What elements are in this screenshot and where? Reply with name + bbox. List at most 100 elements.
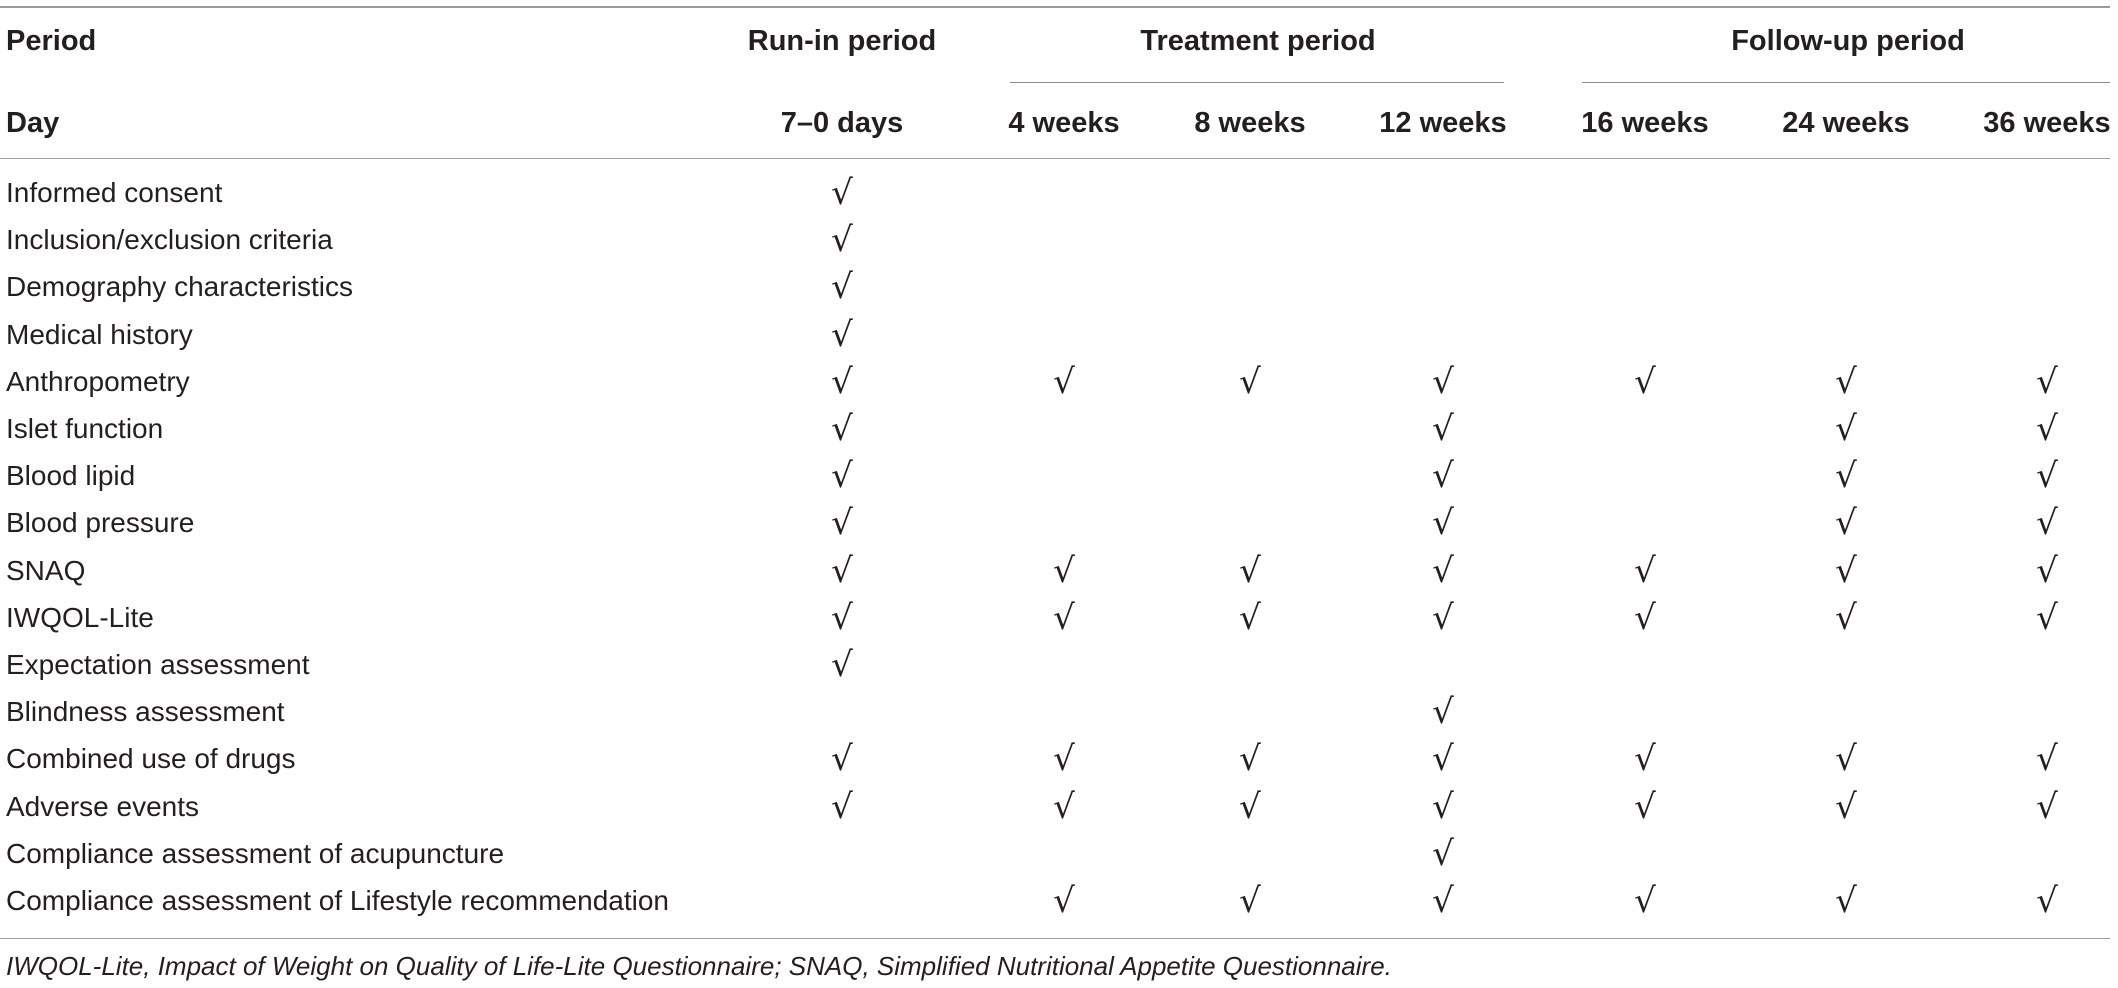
check-mark-icon: √ — [1432, 550, 1454, 591]
check-mark-icon: √ — [1835, 550, 1857, 591]
check-mark-icon: √ — [1835, 361, 1857, 402]
check-mark-icon: √ — [1239, 361, 1261, 402]
row-label: Blood pressure — [6, 507, 195, 539]
check-mark-icon: √ — [1432, 456, 1454, 497]
row-label: Inclusion/exclusion criteria — [6, 224, 333, 256]
check-mark-icon: √ — [2036, 361, 2058, 402]
check-mark-icon: √ — [831, 361, 853, 402]
check-mark-icon: √ — [1053, 597, 1075, 638]
table-row: Combined use of drugs √ √ √ √ √ √ √ — [0, 736, 2110, 783]
check-mark-icon: √ — [831, 409, 853, 449]
row-label: Medical history — [6, 318, 193, 350]
group-header-follow-up: Follow-up period — [1731, 25, 1965, 57]
check-mark-icon: √ — [2036, 597, 2058, 638]
table-row: Compliance assessment of acupuncture √ — [0, 831, 2110, 878]
check-mark-icon: √ — [1634, 550, 1656, 591]
column-header: 12 weeks — [1379, 107, 1507, 139]
check-mark-icon: √ — [1835, 409, 1857, 449]
check-mark-icon: √ — [1239, 550, 1261, 591]
row-label: SNAQ — [6, 554, 86, 586]
table-row: Inclusion/exclusion criteria √ — [0, 217, 2110, 264]
check-mark-icon: √ — [831, 456, 853, 497]
row-label: Anthropometry — [6, 365, 190, 397]
table-row: Demography characteristics √ — [0, 264, 2110, 311]
check-mark-icon: √ — [831, 739, 853, 780]
check-mark-icon: √ — [1835, 786, 1857, 827]
column-header: 16 weeks — [1581, 107, 1709, 139]
check-mark-icon: √ — [1432, 833, 1454, 874]
column-header: 4 weeks — [1008, 107, 1120, 139]
group-header-run-in: Run-in period — [747, 25, 937, 57]
table-row: Blindness assessment √ — [0, 689, 2110, 736]
follow-up-group-rule — [1582, 82, 2110, 83]
table-row: Adverse events √ √ √ √ √ √ √ — [0, 784, 2110, 831]
table-row: Compliance assessment of Lifestyle recom… — [0, 878, 2110, 925]
check-mark-icon: √ — [831, 173, 853, 213]
check-mark-icon: √ — [1634, 786, 1656, 827]
check-mark-icon: √ — [2036, 456, 2058, 497]
check-mark-icon: √ — [831, 314, 853, 355]
table-row: Expectation assessment √ — [0, 642, 2110, 689]
row-label: Blindness assessment — [6, 696, 285, 728]
row-label: Islet function — [6, 413, 164, 444]
column-header: 36 weeks — [1983, 107, 2111, 139]
check-mark-icon: √ — [831, 597, 853, 638]
check-mark-icon: √ — [1432, 409, 1454, 449]
check-mark-icon: √ — [1835, 456, 1857, 497]
table-footnote: IWQOL-Lite, Impact of Weight on Quality … — [6, 951, 1392, 981]
check-mark-icon: √ — [1835, 881, 1857, 921]
row-label: Expectation assessment — [6, 649, 310, 680]
treatment-group-rule — [1010, 82, 1504, 83]
column-header: 24 weeks — [1782, 107, 1910, 139]
check-mark-icon: √ — [1053, 550, 1075, 591]
check-mark-icon: √ — [1432, 739, 1454, 780]
period-header: Period — [6, 25, 97, 57]
table-row: Blood lipid √ √ √ √ — [0, 453, 2110, 500]
row-label: Compliance assessment of Lifestyle recom… — [6, 885, 669, 916]
check-mark-icon: √ — [1053, 361, 1075, 402]
check-mark-icon: √ — [2036, 409, 2058, 449]
row-label: Blood lipid — [6, 460, 136, 492]
check-mark-icon: √ — [1835, 503, 1857, 544]
table-top-rule — [0, 6, 2110, 8]
check-mark-icon: √ — [1634, 881, 1656, 921]
check-mark-icon: √ — [1634, 597, 1656, 638]
check-mark-icon: √ — [1835, 597, 1857, 638]
check-mark-icon: √ — [831, 503, 853, 544]
table-row: Blood pressure √ √ √ √ — [0, 500, 2110, 547]
check-mark-icon: √ — [1432, 692, 1454, 733]
table-row: IWQOL-Lite √ √ √ √ √ √ √ — [0, 595, 2110, 642]
check-mark-icon: √ — [831, 220, 853, 261]
row-label: Combined use of drugs — [6, 743, 296, 775]
table-bottom-rule — [0, 938, 2110, 939]
check-mark-icon: √ — [2036, 503, 2058, 544]
table-row: SNAQ √ √ √ √ √ √ √ — [0, 548, 2110, 595]
check-mark-icon: √ — [1835, 739, 1857, 780]
check-mark-icon: √ — [1432, 503, 1454, 544]
row-label: Demography characteristics — [6, 271, 354, 303]
check-mark-icon: √ — [831, 645, 853, 685]
day-header: Day — [6, 107, 60, 139]
check-mark-icon: √ — [1053, 881, 1075, 921]
check-mark-icon: √ — [1239, 739, 1261, 780]
column-header: 7–0 days — [780, 107, 904, 139]
check-mark-icon: √ — [1239, 597, 1261, 638]
row-label: IWQOL-Lite — [6, 601, 154, 633]
group-header-treatment: Treatment period — [1140, 25, 1376, 57]
check-mark-icon: √ — [1634, 739, 1656, 780]
check-mark-icon: √ — [2036, 786, 2058, 827]
check-mark-icon: √ — [1239, 881, 1261, 921]
row-label: Adverse events — [6, 790, 199, 822]
check-mark-icon: √ — [1239, 786, 1261, 827]
table-row: Medical history √ — [0, 312, 2110, 359]
check-mark-icon: √ — [831, 550, 853, 591]
table-row: Islet function √ √ √ √ — [0, 406, 2110, 453]
check-mark-icon: √ — [1432, 881, 1454, 921]
header-bottom-rule — [0, 158, 2110, 159]
check-mark-icon: √ — [831, 267, 853, 308]
check-mark-icon: √ — [831, 786, 853, 827]
check-mark-icon: √ — [2036, 739, 2058, 780]
check-mark-icon: √ — [2036, 881, 2058, 921]
check-mark-icon: √ — [1432, 786, 1454, 827]
